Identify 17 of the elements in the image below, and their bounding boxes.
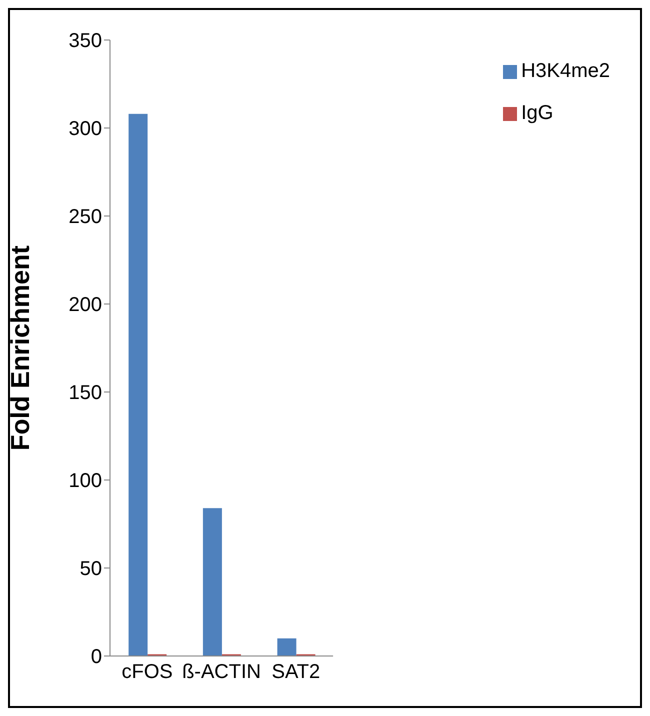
bar: [128, 114, 148, 656]
x-tick-label: SAT2: [272, 661, 320, 684]
legend-label: H3K4me2: [521, 60, 610, 82]
bar: [277, 638, 296, 656]
x-tick-label: cFOS: [122, 661, 173, 684]
y-axis-title: Fold Enrichment: [5, 245, 36, 451]
y-tick-label: 350: [68, 30, 102, 52]
y-tick-label: 150: [68, 382, 102, 404]
y-tick-label: 0: [90, 646, 102, 668]
bar: [202, 508, 222, 656]
y-tick-label: 300: [68, 118, 102, 140]
legend-label: IgG: [521, 102, 554, 124]
y-tick-label: 50: [80, 558, 102, 580]
y-tick-label: 200: [68, 294, 102, 316]
y-tick-label: 250: [68, 206, 102, 228]
x-tick-label: ß-ACTIN: [182, 661, 261, 684]
y-tick-label: 100: [68, 470, 102, 492]
